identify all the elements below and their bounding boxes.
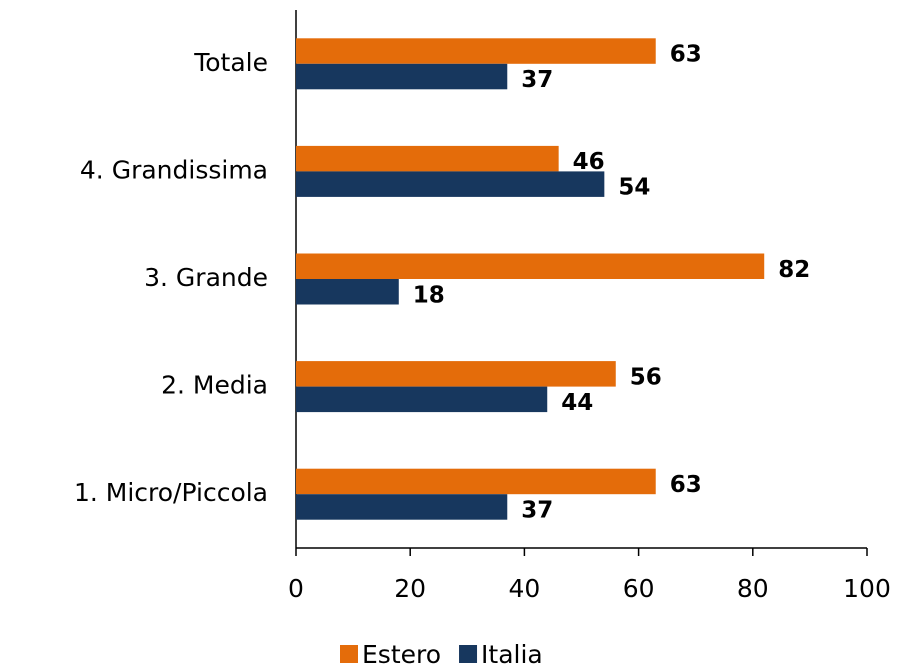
value-label: 18 [413,282,445,308]
y-tick-label: 1. Micro/Piccola [74,478,268,507]
bar [296,279,399,305]
y-tick-label: 3. Grande [144,263,268,292]
value-label: 37 [521,497,553,523]
y-tick-label: Totale [193,48,268,77]
value-label: 56 [630,364,662,390]
value-label: 37 [521,67,553,93]
x-tick-label: 60 [623,574,655,603]
legend-label: Estero [362,640,441,669]
value-label: 44 [561,390,593,416]
x-tick-label: 0 [288,574,304,603]
bar [296,171,605,197]
x-tick-label: 20 [394,574,426,603]
value-label: 63 [670,42,702,68]
bar [296,63,508,90]
value-label: 82 [778,257,810,283]
y-tick-label: 2. Media [161,371,268,400]
bar [296,145,559,172]
value-label: 63 [670,472,702,498]
bar [296,361,616,387]
legend-swatch [340,645,358,663]
legend-swatch [459,645,478,663]
value-label: 46 [573,149,605,175]
x-tick-label: 40 [508,574,540,603]
bar [296,253,765,279]
y-tick-label: 4. Grandissima [80,155,268,184]
bar [296,494,508,520]
bar [296,38,656,64]
bar [296,468,656,495]
x-tick-label: 80 [737,574,769,603]
legend-label: Italia [481,640,543,669]
value-label: 54 [618,175,650,201]
x-tick-label: 100 [843,574,891,603]
bar [296,386,548,413]
